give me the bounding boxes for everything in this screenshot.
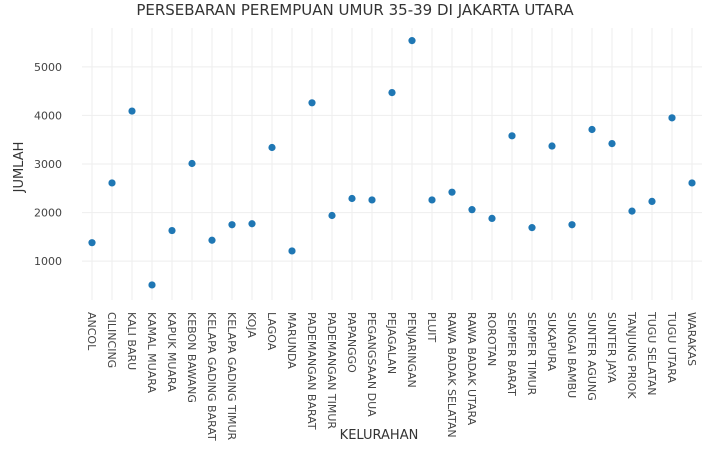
y-tick-label: 4000 (34, 109, 62, 122)
data-point (608, 140, 616, 148)
x-tick-label: PENJARINGAN (405, 312, 418, 388)
data-point (408, 37, 416, 45)
y-axis-title: JUMLAH (12, 142, 27, 194)
x-tick-label: KALI BARU (125, 312, 138, 370)
x-tick-label: PLUIT (425, 312, 438, 343)
data-point (288, 247, 296, 255)
x-tick-label: WARAKAS (685, 312, 698, 366)
data-point (688, 179, 696, 187)
y-tick-label: 2000 (34, 207, 62, 220)
y-tick-label: 3000 (34, 158, 62, 171)
x-tick-label: LAGOA (265, 312, 278, 351)
x-tick-label: SUNGAI BAMBU (565, 312, 578, 398)
data-point (208, 236, 216, 244)
x-tick-label: TUGU UTARA (665, 311, 678, 383)
data-point (448, 188, 456, 196)
data-point (628, 207, 636, 215)
x-tick-label: SUNTER AGUNG (585, 312, 598, 401)
x-tick-label: PEJAGALAN (385, 312, 398, 374)
x-tick-label: KAMAL MUARA (145, 312, 158, 393)
x-tick-label: ANCOL (85, 312, 98, 351)
x-tick-label: SEMPER TIMUR (525, 312, 538, 396)
x-tick-label: SEMPER BARAT (505, 312, 518, 396)
x-tick-label: KEBON BAWANG (185, 312, 198, 403)
data-point (168, 226, 176, 235)
data-point (488, 214, 496, 222)
data-point (648, 197, 656, 205)
data-points (88, 37, 696, 289)
grid-lines (82, 28, 702, 300)
data-point (428, 196, 436, 204)
data-point (308, 99, 316, 107)
x-tick-label: SUNTER JAYA (605, 312, 618, 384)
x-tick-label: SUKAPURA (545, 312, 558, 371)
data-point (568, 221, 576, 229)
data-point (108, 179, 116, 187)
x-tick-label: KOJA (245, 312, 258, 338)
data-point (668, 114, 676, 122)
y-tick-label: 5000 (34, 61, 62, 74)
x-tick-label: PAPANGGO (345, 312, 358, 373)
data-point (388, 89, 396, 97)
x-tick-label: TUGU SELATAN (645, 311, 658, 395)
data-point (148, 281, 156, 289)
data-point (468, 206, 476, 214)
x-tick-label: PADEMANGAN BARAT (305, 312, 318, 430)
data-point (588, 125, 596, 134)
data-point (268, 143, 276, 152)
y-axis-ticks: 1000 2000 3000 4000 5000 (34, 61, 62, 268)
x-tick-label: TANJUNG PRIOK (625, 311, 638, 399)
x-tick-label: KELAPA GADING BARAT (205, 312, 218, 441)
data-point (228, 221, 236, 229)
x-tick-label: KELAPA GADING TIMUR (225, 312, 238, 441)
data-point (548, 142, 556, 150)
x-tick-label: ROROTAN (485, 312, 498, 366)
y-tick-label: 1000 (34, 255, 62, 268)
x-tick-label: KAPUK MUARA (165, 312, 178, 392)
chart-title: PERSEBARAN PEREMPUAN UMUR 35-39 DI JAKAR… (136, 1, 574, 19)
x-tick-label: PEGANGSAAN DUA (365, 312, 378, 417)
x-axis-ticks: ANCOL CILINCING KALI BARU KAMAL MUARA KAPUK … (85, 311, 698, 441)
data-point (368, 196, 376, 204)
x-tick-label: CILINCING (105, 312, 118, 368)
data-point (88, 239, 96, 247)
x-tick-label: RAWA BADAK SELATAN (445, 312, 458, 438)
x-tick-label: PADEMANGAN TIMUR (325, 312, 338, 429)
data-point (188, 159, 196, 168)
data-point (128, 107, 136, 115)
data-point (508, 132, 516, 140)
x-tick-label: MARUNDA (285, 312, 298, 369)
data-point (528, 224, 536, 232)
x-axis-title: KELURAHAN (340, 428, 419, 443)
data-point (248, 220, 256, 228)
data-point (348, 194, 356, 203)
data-point (328, 211, 336, 220)
x-tick-label: RAWA BADAK UTARA (465, 312, 478, 426)
